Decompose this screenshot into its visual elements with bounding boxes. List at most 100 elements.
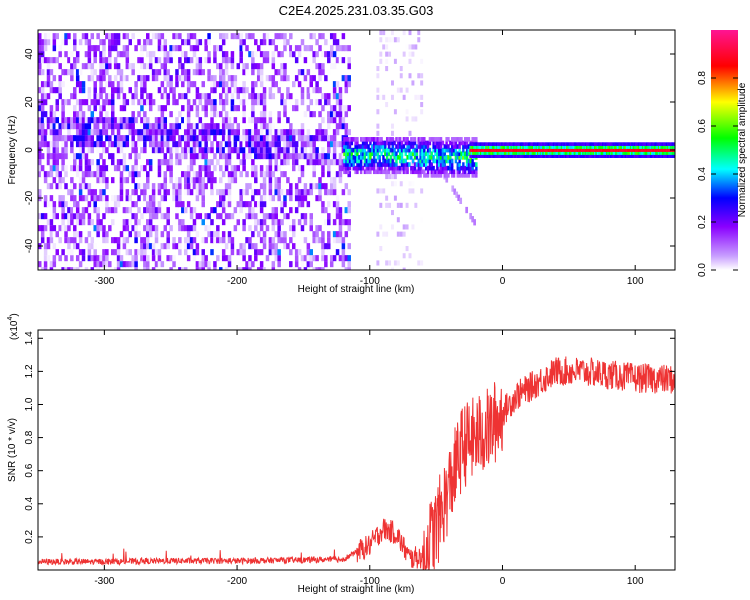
heatmap-cell [612, 142, 615, 146]
heatmap-cell [359, 147, 363, 153]
heatmap-cell [227, 183, 232, 190]
heatmap-cell [382, 140, 385, 146]
heatmap-cell [395, 155, 398, 160]
heatmap-cell [566, 151, 569, 155]
heatmap-cell [70, 147, 74, 154]
heatmap-cell [329, 183, 334, 190]
heatmap-cell [216, 111, 220, 118]
heatmap-cell [75, 231, 80, 238]
heatmap-cell [382, 158, 385, 164]
x-tick-label: -300 [94, 576, 114, 587]
heatmap-cell [454, 151, 458, 157]
heatmap-cell [137, 39, 141, 46]
heatmap-cell [655, 145, 657, 149]
heatmap-cell [96, 207, 100, 214]
heatmap-cell [640, 145, 643, 149]
heatmap-cell [251, 57, 255, 64]
heatmap-cell [556, 148, 559, 152]
heatmap-cell [110, 129, 115, 136]
heatmap-cell [280, 153, 284, 160]
heatmap-cell [303, 57, 308, 64]
heatmap-cell [402, 147, 406, 153]
heatmap-cell [181, 39, 185, 46]
heatmap-cell [113, 117, 118, 124]
heatmap-cell [602, 142, 604, 146]
heatmap-cell [417, 173, 420, 178]
heatmap-cell [447, 137, 450, 142]
heatmap-cell [160, 111, 165, 118]
heatmap-cell [108, 141, 112, 148]
heatmap-cell [198, 57, 203, 64]
heatmap-cell [327, 219, 331, 226]
heatmap-cell [604, 148, 607, 152]
heatmap-cell [474, 154, 477, 158]
heatmap-cell [413, 169, 417, 175]
heatmap-cell [64, 135, 68, 142]
heatmap-cell [309, 183, 313, 190]
heatmap-cell [426, 151, 430, 157]
heatmap-cell [274, 129, 278, 136]
heatmap-cell [189, 159, 194, 166]
heatmap-cell [175, 33, 179, 40]
heatmap-cell [224, 189, 229, 196]
heatmap-cell [389, 165, 393, 171]
heatmap-cell [283, 189, 287, 196]
heatmap-cell [73, 201, 77, 208]
heatmap-cell [259, 153, 264, 160]
heatmap-cell [379, 51, 383, 57]
heatmap-cell [43, 195, 48, 202]
heatmap-cell [389, 140, 393, 146]
heatmap-cell [46, 159, 51, 166]
heatmap-cell [259, 165, 264, 172]
heatmap-cell [46, 69, 51, 76]
heatmap-cell [628, 148, 631, 152]
heatmap-cell [300, 201, 305, 208]
heatmap-cell [617, 148, 620, 152]
heatmap-cell [519, 148, 522, 152]
heatmap-cell [58, 129, 62, 136]
heatmap-cell [303, 183, 308, 190]
heatmap-cell [151, 249, 156, 256]
heatmap-cell [131, 111, 135, 118]
heatmap-cell [312, 165, 316, 172]
heatmap-cell [441, 169, 445, 175]
heatmap-cell [160, 159, 165, 166]
heatmap-cell [344, 267, 349, 270]
heatmap-cell [647, 151, 650, 155]
heatmap-cell [277, 33, 281, 40]
heatmap-cell [297, 267, 302, 270]
heatmap-cell [631, 148, 634, 152]
heatmap-cell [163, 177, 168, 184]
heatmap-cell [437, 147, 441, 153]
heatmap-cell [186, 189, 191, 196]
heatmap-cell [259, 111, 264, 118]
heatmap-cell [522, 154, 525, 158]
heatmap-cell [52, 141, 57, 148]
heatmap-cell [105, 195, 109, 202]
heatmap-cell [163, 123, 168, 130]
heatmap-cell [274, 165, 278, 172]
heatmap-cell [105, 201, 109, 208]
heatmap-cell [397, 137, 400, 142]
heatmap-cell [242, 105, 246, 112]
heatmap-cell [154, 207, 159, 214]
heatmap-cell [434, 151, 437, 157]
heatmap-cell [664, 148, 667, 152]
heatmap-cell [656, 145, 659, 149]
heatmap-cell [393, 174, 397, 180]
heatmap-cell [303, 219, 308, 226]
heatmap-cell [134, 249, 138, 256]
heatmap-cell [376, 169, 380, 175]
heatmap-cell [207, 39, 211, 46]
heatmap-cell [359, 165, 363, 171]
heatmap-cell [286, 87, 290, 94]
heatmap-cell [640, 142, 643, 146]
heatmap-cell [154, 75, 159, 82]
heatmap-cell [64, 39, 68, 46]
heatmap-cell [75, 255, 80, 262]
heatmap-cell [239, 87, 243, 94]
heatmap-cell [385, 155, 389, 160]
heatmap-cell [379, 58, 383, 64]
heatmap-cell [665, 151, 668, 155]
heatmap-cell [621, 145, 624, 149]
